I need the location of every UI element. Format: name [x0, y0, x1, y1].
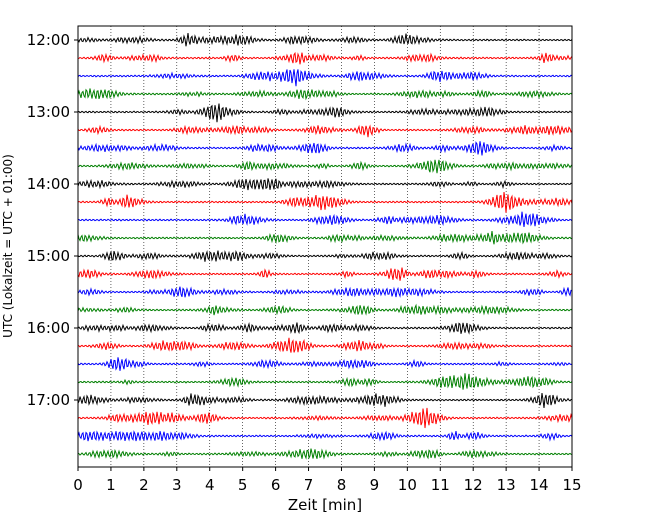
- x-tick-label: 10: [398, 476, 417, 494]
- x-tick-label: 1: [106, 476, 116, 494]
- trace-1545: [77, 303, 573, 316]
- y-tick-label: 16:00: [27, 319, 70, 337]
- trace-1315: [77, 124, 573, 138]
- x-tick-label: 6: [271, 476, 281, 494]
- x-tick-label: 0: [73, 476, 83, 494]
- trace-1630: [77, 357, 573, 371]
- trace-1400: [77, 178, 573, 191]
- trace-1215: [77, 51, 573, 65]
- x-tick-label: 15: [562, 476, 581, 494]
- y-ticks: 12:00 13:00 14:00 15:00 16:00 17:00: [27, 31, 78, 409]
- y-axis-label: UTC (Lokalzeit = UTC + 01:00): [1, 154, 15, 338]
- seismogram-traces: [77, 32, 573, 460]
- trace-1530: [77, 286, 572, 298]
- plot-frame: [77, 25, 573, 468]
- trace-1430: [77, 211, 573, 227]
- y-tick-label: 17:00: [27, 391, 70, 409]
- x-tick-label: 14: [530, 476, 549, 494]
- trace-1700: [77, 393, 573, 409]
- x-tick-label: 8: [337, 476, 347, 494]
- trace-1645: [77, 373, 573, 390]
- x-tick-label: 13: [497, 476, 516, 494]
- x-tick-label: 12: [464, 476, 483, 494]
- trace-1500: [77, 249, 573, 262]
- trace-1715: [77, 407, 573, 429]
- x-tick-label: 2: [139, 476, 149, 494]
- trace-1200: [77, 32, 573, 47]
- trace-1415: [77, 191, 573, 213]
- trace-1615: [77, 337, 573, 353]
- x-tick-label: 11: [431, 476, 450, 494]
- trace-1515: [77, 267, 573, 281]
- x-tick-label: 5: [238, 476, 248, 494]
- x-tick-label: 4: [205, 476, 215, 494]
- x-ticks: 0 1 2 3 4 5 6 7 8 9 10 11 12 13 14 15: [73, 467, 582, 494]
- x-tick-label: 3: [172, 476, 182, 494]
- x-axis-label: Zeit [min]: [288, 496, 362, 514]
- trace-1330: [77, 141, 573, 156]
- y-tick-label: 15:00: [27, 247, 70, 265]
- trace-1230: [77, 69, 573, 87]
- x-tick-label: 7: [304, 476, 314, 494]
- trace-1345: [77, 159, 573, 174]
- trace-1730: [77, 430, 573, 442]
- y-tick-label: 13:00: [27, 103, 70, 121]
- trace-1600: [77, 322, 573, 335]
- y-tick-label: 12:00: [27, 31, 70, 49]
- trace-1445: [77, 230, 573, 245]
- trace-1245: [77, 88, 573, 101]
- y-tick-label: 14:00: [27, 175, 70, 193]
- trace-1745: [77, 448, 573, 460]
- x-tick-label: 9: [370, 476, 380, 494]
- trace-1300: [77, 103, 573, 123]
